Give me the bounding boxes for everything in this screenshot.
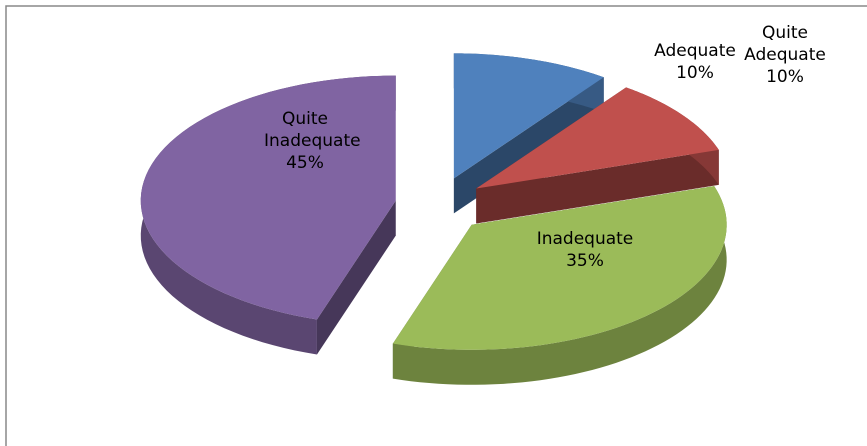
- pie-slice: [392, 186, 727, 385]
- value-label: 10%: [676, 63, 714, 83]
- slice-top: [476, 87, 719, 189]
- value-label: 10%: [766, 67, 804, 87]
- pie-slice: [140, 75, 396, 355]
- data-label: Quite Adequate 10%: [730, 22, 840, 88]
- category-label: Quite Adequate: [744, 23, 826, 65]
- data-label: Adequate 10%: [640, 40, 750, 84]
- category-label: Inadequate: [536, 229, 634, 249]
- value-label: 35%: [566, 251, 604, 271]
- data-label: Quite Inadequate 45%: [250, 108, 361, 174]
- value-label: 45%: [286, 153, 324, 173]
- slice-wall: [392, 186, 727, 385]
- slice-top: [140, 75, 396, 320]
- slice-top: [453, 53, 604, 179]
- slice-side: [476, 149, 719, 224]
- pie-slice: [476, 87, 719, 224]
- slice-top: [392, 186, 727, 350]
- category-label: Adequate: [654, 41, 736, 61]
- category-label: Quite Inadequate: [264, 109, 361, 151]
- slice-side: [316, 200, 396, 355]
- data-label: Inadequate 35%: [530, 228, 640, 272]
